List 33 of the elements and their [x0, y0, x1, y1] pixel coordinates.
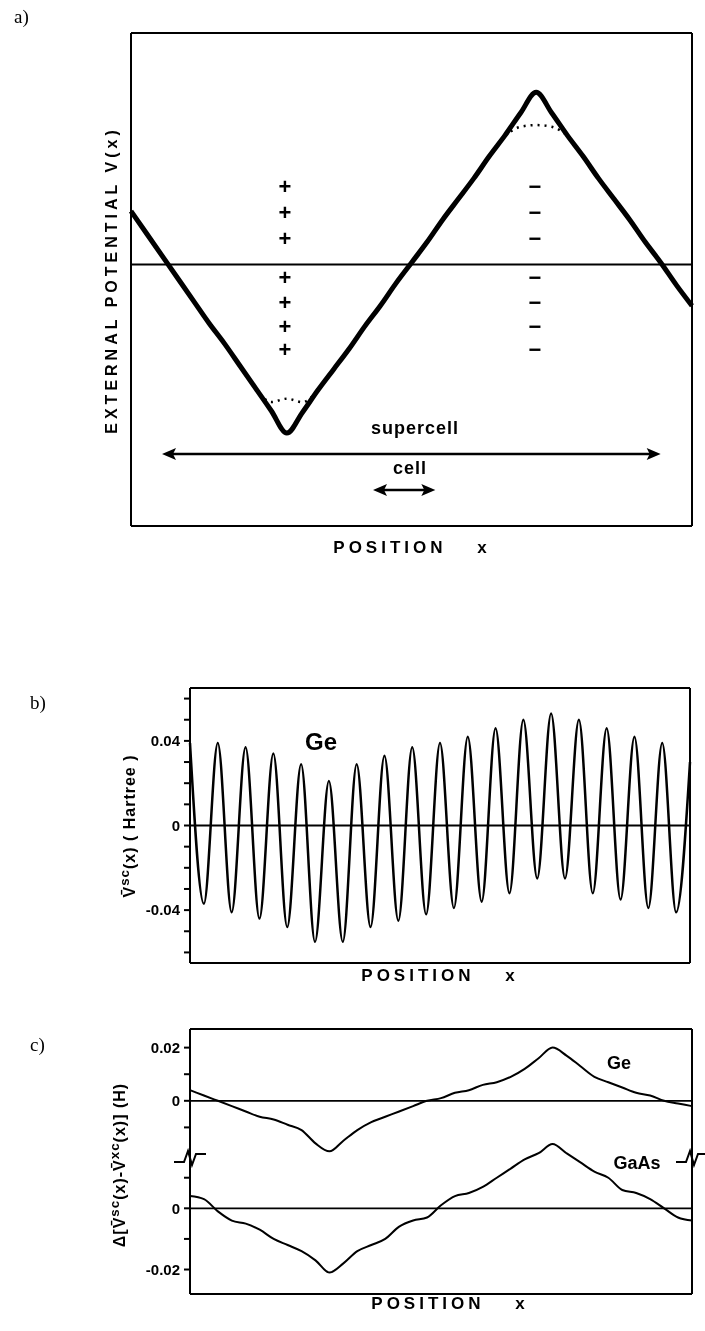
annotation: +	[278, 336, 292, 362]
x-axis-title: POSITION x	[361, 966, 519, 986]
x-axis-title: POSITION x	[371, 1294, 529, 1314]
y-tick-label: 0	[171, 1199, 180, 1217]
annotation: +	[278, 289, 292, 315]
y-tick-label: 0.02	[150, 1038, 180, 1056]
y-tick-label: 0.04	[150, 732, 181, 750]
y-tick-label: -0.04	[145, 901, 181, 919]
y-tick-label: 0	[171, 1092, 180, 1110]
annotation: +	[278, 225, 292, 251]
annotation: −	[528, 225, 542, 251]
y-tick-label: 0	[171, 816, 180, 834]
text: b)	[30, 692, 46, 714]
y-axis-title: EXTERNAL POTENTIAL V(x)	[103, 126, 121, 434]
annotation: +	[278, 199, 292, 225]
annotation: −	[528, 313, 542, 339]
chart-title: a)	[14, 6, 29, 28]
annotation: −	[528, 336, 542, 362]
series-label: Ge	[304, 728, 338, 756]
annotation: +	[278, 264, 292, 290]
series-label: GaAs	[613, 1152, 661, 1174]
annotation: −	[528, 199, 542, 225]
text: cell	[392, 457, 428, 479]
annotation: −	[528, 264, 542, 290]
annotation: +	[278, 313, 292, 339]
annotation: supercell	[370, 417, 460, 439]
text: c)	[30, 1034, 45, 1056]
x-axis-title: POSITION x	[333, 538, 491, 558]
annotation: −	[528, 173, 542, 199]
annotation: −	[528, 289, 542, 315]
annotation: +	[278, 173, 292, 199]
series-label: Ge	[606, 1052, 632, 1074]
y-tick-label: -0.02	[145, 1260, 180, 1278]
